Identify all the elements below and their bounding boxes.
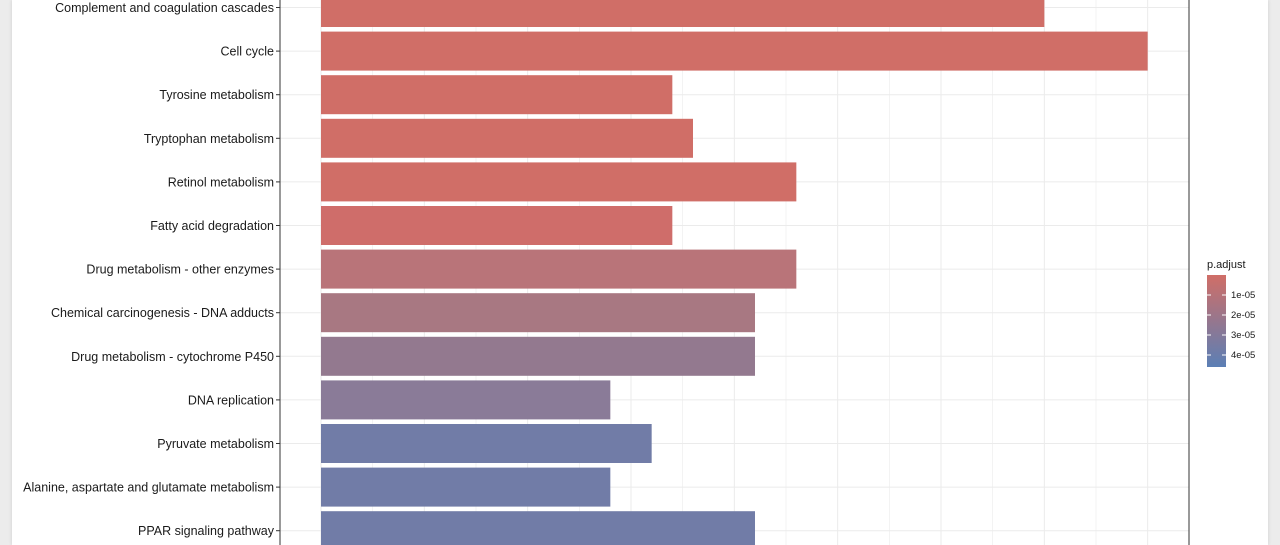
legend-title: p.adjust: [1207, 259, 1246, 271]
legend-tick-label: 2e-05: [1231, 310, 1255, 321]
bar: [321, 31, 1148, 71]
legend-tick-label: 1e-05: [1231, 290, 1255, 301]
bar: [321, 162, 797, 202]
bar: [321, 380, 611, 420]
legend-ticks: 1e-05 2e-05 3e-05 4e-05: [1207, 290, 1255, 361]
plot-panel: [279, 0, 1190, 545]
bars: [321, 0, 1148, 545]
category-label: Chemical carcinogenesis - DNA adducts: [51, 306, 274, 320]
figure-page: Complement and coagulation cascades Cell …: [12, 0, 1268, 545]
bar: [321, 467, 611, 507]
category-label: Tryptophan metabolism: [144, 132, 274, 146]
bar: [321, 336, 755, 376]
bar: [321, 75, 673, 115]
category-label: Fatty acid degradation: [150, 219, 274, 233]
category-label: Drug metabolism - cytochrome P450: [71, 350, 274, 364]
legend-colorbar: [1207, 275, 1226, 367]
color-legend: p.adjust 1e-05 2e-05 3e-05 4e-05: [1207, 259, 1255, 367]
category-label: Cell cycle: [221, 45, 275, 59]
bar: [321, 424, 652, 463]
category-label: Retinol metabolism: [168, 175, 274, 189]
legend-tick-label: 4e-05: [1231, 350, 1255, 361]
bar: [321, 249, 797, 289]
bar: [321, 118, 693, 158]
category-label: Complement and coagulation cascades: [55, 1, 274, 15]
category-label: Drug metabolism - other enzymes: [86, 263, 274, 277]
category-label: Alanine, aspartate and glutamate metabol…: [23, 481, 274, 495]
category-axis: Complement and coagulation cascades Cell …: [23, 1, 280, 538]
category-label: Pyruvate metabolism: [157, 437, 274, 451]
bar: [321, 206, 673, 245]
category-label: PPAR signaling pathway: [138, 524, 275, 538]
bar: [321, 0, 1045, 27]
bar: [321, 511, 755, 545]
legend-tick-label: 3e-05: [1231, 330, 1255, 341]
bar-chart: Complement and coagulation cascades Cell …: [23, 0, 1255, 545]
category-label: Tyrosine metabolism: [159, 88, 274, 102]
bar: [321, 293, 755, 333]
category-label: DNA replication: [188, 393, 274, 407]
